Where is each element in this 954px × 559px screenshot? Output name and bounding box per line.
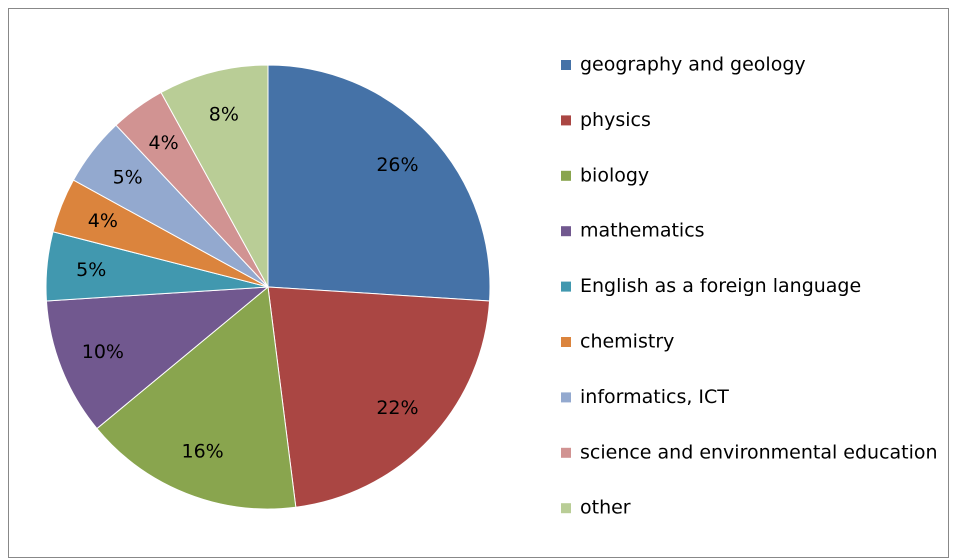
data-label: 5% <box>76 259 106 281</box>
legend-label: other <box>580 497 631 519</box>
data-label: 5% <box>113 167 143 189</box>
legend-label: English as a foreign language <box>580 275 861 297</box>
data-label: 8% <box>209 103 239 125</box>
legend-label: science and environmental education <box>580 441 938 463</box>
legend-swatch <box>561 281 571 292</box>
legend-label: physics <box>580 109 651 131</box>
legend-swatch <box>561 226 571 237</box>
data-label: 16% <box>182 441 224 463</box>
legend-label: mathematics <box>580 220 705 242</box>
pie-slice <box>267 286 491 508</box>
data-label: 22% <box>376 397 418 419</box>
data-label: 26% <box>376 154 418 176</box>
data-label: 10% <box>82 341 124 363</box>
legend-swatch <box>561 337 571 347</box>
legend-label: informatics, ICT <box>580 386 729 408</box>
legend-swatch <box>561 60 571 70</box>
legend-swatch <box>561 503 571 514</box>
legend-label: biology <box>580 164 649 186</box>
legend-swatch <box>561 115 571 126</box>
pie-slice <box>267 64 491 302</box>
legend-swatch <box>561 447 571 458</box>
data-label: 4% <box>149 132 179 154</box>
pie-slice <box>160 64 269 288</box>
legend-label: geography and geology <box>580 54 806 76</box>
data-label: 4% <box>88 210 118 232</box>
legend-label: chemistry <box>580 331 674 353</box>
legend-swatch <box>561 170 571 181</box>
pie-slice <box>96 286 297 510</box>
legend-swatch <box>561 392 571 403</box>
pie-slice <box>45 286 270 430</box>
